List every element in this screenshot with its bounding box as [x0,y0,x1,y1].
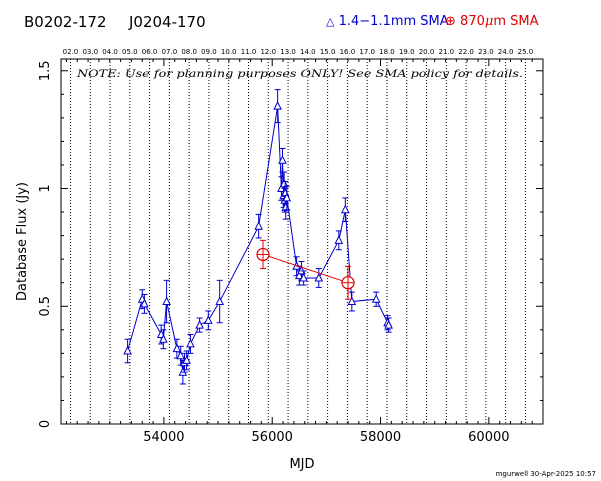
data-point-triangle [176,350,185,360]
year-tick-label: 16.0 [340,48,356,56]
year-tick-label: 04.0 [102,48,118,56]
year-tick-label: 20.0 [419,48,435,56]
data-point-triangle [278,155,287,164]
data-point-triangle [172,343,182,353]
x-tick-label: 60000 [468,430,509,445]
footer-credit: mgurwell 30-Apr-2025 10:57 [495,470,596,478]
year-tick-label: 02.0 [63,48,79,56]
data-point-triangle [203,315,213,324]
y-tick-label: 1 [38,184,53,192]
data-point-triangle [215,296,224,306]
year-tick-label: 09.0 [201,48,217,56]
year-tick-label: 18.0 [379,48,395,56]
calibrator-name: J0204-170 [129,13,206,31]
legend-high-band-suffix: m SMA [493,14,539,29]
year-tick-label: 17.0 [359,48,375,56]
year-tick-label: 12.0 [260,48,276,56]
year-tick-label: 23.0 [478,48,494,56]
plot-frame [60,58,544,425]
data-point-triangle [186,338,195,348]
planning-note: NOTE: Use for planning purposes ONLY! Se… [76,68,523,80]
data-point-triangle [182,355,191,364]
year-tick-label: 07.0 [162,48,178,56]
year-tick-label: 19.0 [399,48,415,56]
data-point-triangle [279,178,289,188]
y-tick-label: 1.5 [38,60,53,81]
y-tick-label: 0.5 [38,296,53,317]
data-point-triangle [159,334,168,343]
year-tick-label: 06.0 [142,48,158,56]
data-point-triangle [299,272,308,282]
year-tick-label: 14.0 [300,48,316,56]
legend-low-band-label: 1.4−1.1mm SMA [338,14,449,29]
data-point-triangle [195,319,204,329]
year-tick-label: 21.0 [439,48,455,56]
legend-high-band: ⊕ 870μm SMA [445,14,539,29]
data-point-triangle [273,100,282,110]
data-point-triangle [162,296,171,306]
x-axis-label: MJD [289,457,314,472]
circled-plus-marker-icon: ⊕ [445,14,456,29]
year-tick-label: 15.0 [320,48,336,56]
data-point-triangle [282,192,292,202]
legend-high-band-prefix: 870 [460,14,485,29]
data-point-triangle [140,298,149,308]
data-point-triangle [123,345,132,355]
data-point-triangle [347,296,357,306]
data-point-triangle [254,221,263,230]
year-tick-label: 22.0 [458,48,474,56]
year-tick-label: 05.0 [122,48,138,56]
legend-low-band: △ 1.4−1.1mm SMA [326,14,449,29]
x-tick-label: 54000 [143,430,184,445]
data-point-triangle [334,235,344,244]
data-point-triangle [314,272,324,282]
low-band-line [127,106,390,373]
year-tick-label: 24.0 [498,48,514,56]
data-point-triangle [384,319,393,329]
year-tick-label: 25.0 [518,48,534,56]
triangle-marker-icon: △ [326,15,335,28]
year-tick-label: 10.0 [221,48,237,56]
year-tick-label: 03.0 [82,48,98,56]
x-tick-label: 56000 [252,430,293,445]
year-tick-label: 13.0 [280,48,296,56]
high-band-line [262,253,349,284]
source-name: B0202-172 [24,13,107,31]
data-point-triangle [281,202,291,211]
legend-high-band-mu: μ [484,14,494,29]
year-tick-label: 11.0 [241,48,257,56]
data-point-triangle [371,294,381,303]
y-axis-label: Database Flux (Jy) [15,182,30,301]
x-tick-label: 58000 [360,430,401,445]
y-tick-label: 0 [38,420,53,428]
data-point-triangle [341,204,350,214]
year-tick-label: 08.0 [181,48,197,56]
